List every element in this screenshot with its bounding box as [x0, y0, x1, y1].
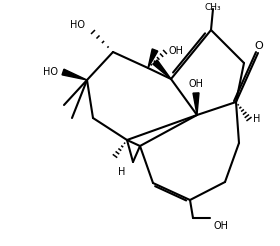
Text: OH: OH: [213, 221, 228, 231]
Polygon shape: [193, 93, 199, 115]
Text: H: H: [253, 114, 261, 124]
Text: H: H: [118, 167, 126, 177]
Text: OH: OH: [188, 79, 204, 89]
Text: HO: HO: [70, 20, 85, 30]
Text: HO: HO: [43, 67, 58, 77]
Text: OH: OH: [169, 46, 183, 56]
Text: O: O: [255, 41, 263, 51]
Text: CH₃: CH₃: [205, 2, 221, 12]
Polygon shape: [153, 60, 171, 79]
Polygon shape: [62, 69, 87, 80]
Polygon shape: [148, 49, 158, 68]
